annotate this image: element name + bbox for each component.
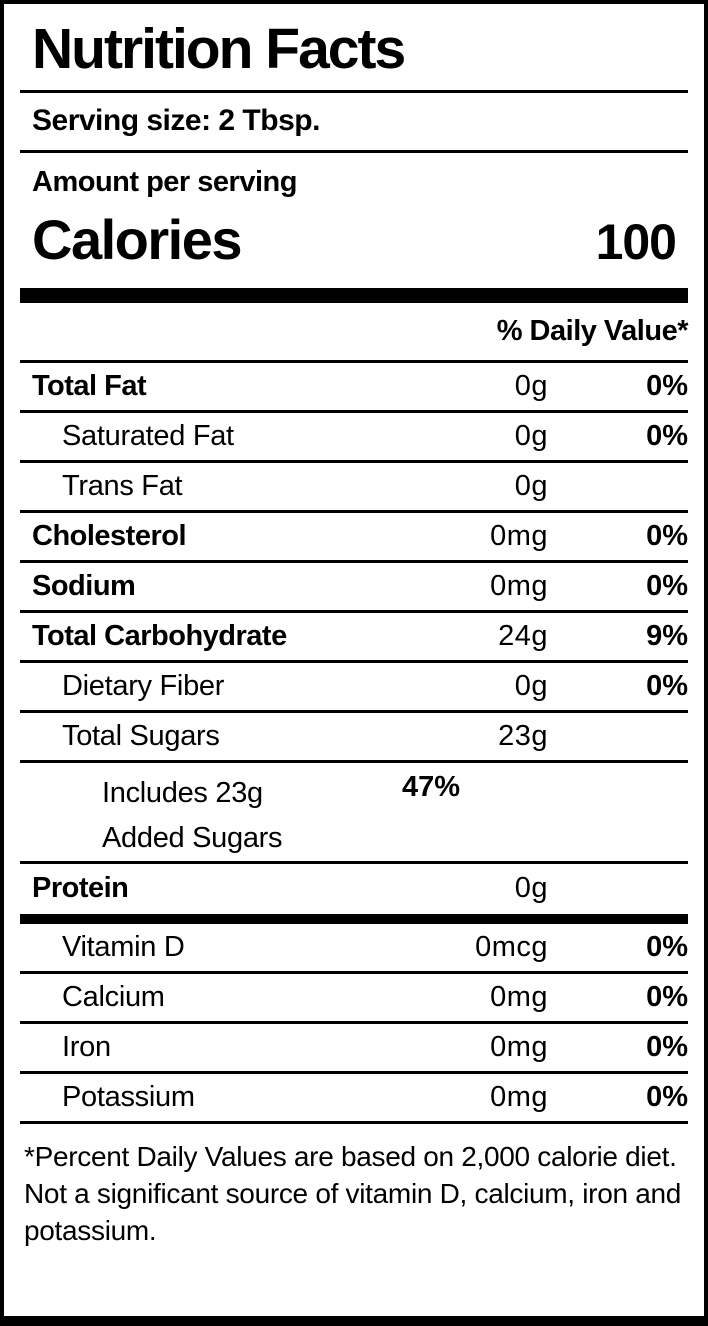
nutrient-amount: 0g <box>514 469 548 502</box>
footnote-text: *Percent Daily Values are based on 2,000… <box>24 1140 682 1246</box>
amount-per-serving-text: Amount per serving <box>32 165 297 198</box>
row-total-fat: Total Fat 0g 0% <box>20 363 688 413</box>
nutrient-amount: 23g <box>498 719 548 752</box>
nutrient-amount: 0g <box>514 669 548 702</box>
nutrient-name: Total Carbohydrate <box>32 619 287 652</box>
nutrient-name: Trans Fat <box>62 469 183 502</box>
nutrient-amount: 0mg <box>490 1080 548 1113</box>
nutrient-daily-value: 0% <box>646 519 688 552</box>
calories-value: 100 <box>595 213 677 270</box>
nutrient-amount: 0g <box>514 419 548 452</box>
nutrient-name: Calcium <box>62 980 165 1013</box>
calories-label: Calories <box>32 207 243 271</box>
row-sodium: Sodium 0mg 0% <box>20 563 688 613</box>
nutrient-name: Protein <box>32 872 129 905</box>
mid-separator-bar <box>20 913 688 924</box>
row-vitamin-d: Vitamin D 0mcg 0% <box>20 924 688 974</box>
row-added-sugars: Includes 23g Added Sugars 47% <box>20 763 688 864</box>
nutrient-amount: 0mcg <box>475 930 548 963</box>
row-dietary-fiber: Dietary Fiber 0g 0% <box>20 663 688 713</box>
nutrient-amount: 0mg <box>490 519 548 552</box>
divider <box>20 359 688 363</box>
divider <box>20 149 688 153</box>
nutrient-daily-value: 9% <box>646 619 688 652</box>
nutrient-amount: 24g <box>498 619 548 652</box>
nutrient-daily-value: 47% <box>401 770 460 803</box>
daily-value-header: % Daily Value* <box>496 314 689 347</box>
nutrient-name: Total Sugars <box>62 719 220 752</box>
nutrient-daily-value: 0% <box>646 569 688 602</box>
row-saturated-fat: Saturated Fat 0g 0% <box>20 413 688 463</box>
row-potassium: Potassium 0mg 0% <box>20 1074 688 1124</box>
row-iron: Iron 0mg 0% <box>20 1024 688 1074</box>
calories-row: Calories 100 <box>20 199 688 288</box>
serving-size-text: Serving size: 2 Tbsp. <box>32 103 320 137</box>
nutrient-name: Dietary Fiber <box>62 669 225 702</box>
nutrient-daily-value: 0% <box>646 419 688 452</box>
nutrient-amount: 0mg <box>490 980 548 1013</box>
nutrient-name: Vitamin D <box>62 930 185 963</box>
row-calcium: Calcium 0mg 0% <box>20 974 688 1024</box>
nutrient-daily-value: 0% <box>646 1080 688 1113</box>
panel-title: Nutrition Facts <box>32 17 406 81</box>
nutrient-amount: 0g <box>514 872 548 905</box>
nutrient-name: Saturated Fat <box>62 419 234 452</box>
nutrient-daily-value: 0% <box>646 930 688 963</box>
nutrient-daily-value: 0% <box>646 980 688 1013</box>
nutrient-amount: 0g <box>514 369 548 402</box>
nutrient-daily-value: 0% <box>646 669 688 702</box>
thick-separator-bar <box>20 287 688 303</box>
nutrient-daily-value: 0% <box>646 369 688 402</box>
nutrient-amount: 0mg <box>490 569 548 602</box>
row-cholesterol: Cholesterol 0mg 0% <box>20 513 688 563</box>
row-total-carbohydrate: Total Carbohydrate 24g 9% <box>20 613 688 663</box>
nutrient-name: Potassium <box>62 1080 195 1113</box>
nutrient-name: Includes 23g Added Sugars <box>102 776 283 854</box>
nutrient-name: Cholesterol <box>32 519 187 552</box>
row-trans-fat: Trans Fat 0g <box>20 463 688 513</box>
nutrient-name: Total Fat <box>32 369 147 402</box>
divider <box>20 89 688 93</box>
nutrient-amount: 0mg <box>490 1030 548 1063</box>
nutrient-daily-value: 0% <box>646 1030 688 1063</box>
row-protein: Protein 0g <box>20 864 688 914</box>
row-total-sugars: Total Sugars 23g <box>20 713 688 763</box>
nutrient-name: Iron <box>62 1030 111 1063</box>
nutrient-name: Sodium <box>32 569 136 602</box>
